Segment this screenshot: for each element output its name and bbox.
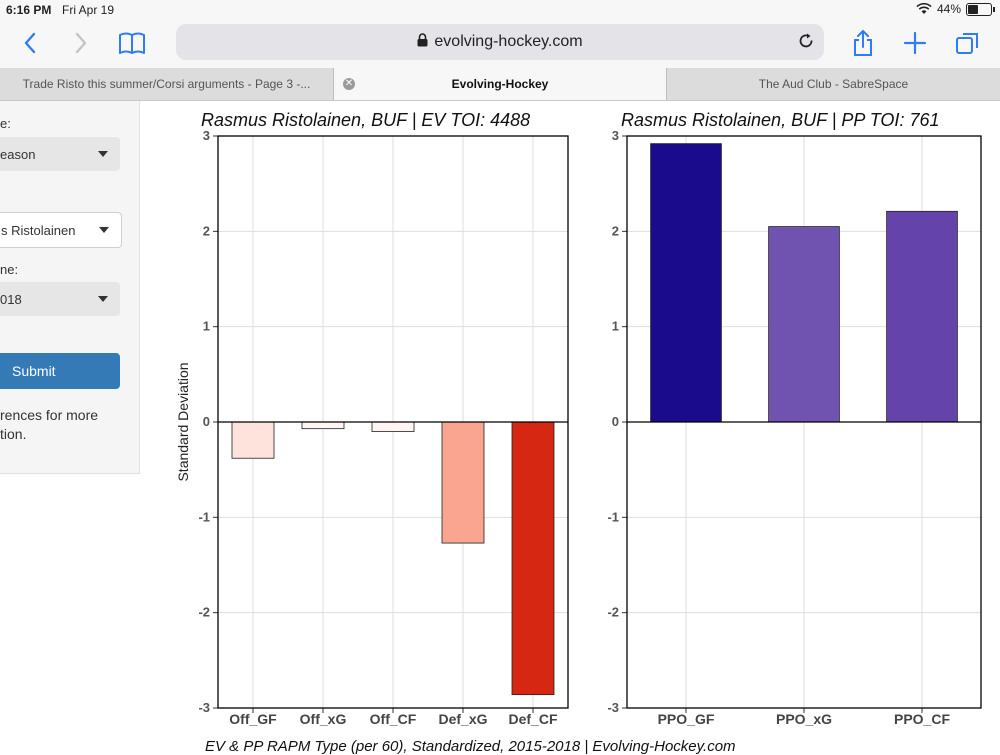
- pp-y-tick-label: 2: [612, 223, 619, 238]
- sidebar-note-line-1: rences for more: [0, 407, 99, 423]
- url-text: evolving-hockey.com: [434, 33, 583, 50]
- browser-toolbar: evolving-hockey.com: [0, 20, 1000, 68]
- chevron-right-icon: [75, 32, 87, 54]
- bookmarks-button[interactable]: [117, 28, 147, 58]
- back-button[interactable]: [15, 28, 45, 58]
- tab-label: Trade Risto this summer/Corsi arguments …: [22, 77, 311, 91]
- ev-bar-def-cf: [511, 421, 555, 696]
- plus-icon: [903, 31, 927, 55]
- ev-x-tick-label: Off_CF: [370, 711, 417, 727]
- pp-bar-ppo-gf: [650, 143, 722, 423]
- share-button[interactable]: [848, 28, 878, 58]
- ev-bar-def-xg: [441, 421, 485, 544]
- ev-bar-off-gf: [231, 421, 275, 459]
- book-icon: [119, 32, 145, 54]
- ev-x-tick-label: Off_xG: [300, 711, 347, 727]
- status-right: 44%: [916, 2, 995, 16]
- pp-y-tick-label: 3: [612, 128, 619, 143]
- sidebar-label-3: ne:: [0, 262, 19, 277]
- battery-icon: [966, 2, 995, 16]
- player-select-value: s Ristolainen: [1, 223, 76, 238]
- submit-label: Submit: [12, 363, 56, 379]
- reload-icon[interactable]: [796, 31, 816, 51]
- pp-y-tick-label: -2: [607, 605, 619, 620]
- ev-y-tick-label: -3: [198, 700, 210, 715]
- battery-percent: 44%: [936, 2, 961, 16]
- close-tab-icon[interactable]: ✕: [343, 78, 355, 90]
- new-tab-button[interactable]: [900, 28, 930, 58]
- ev-chart-title: Rasmus Ristolainen, BUF | EV TOI: 4488: [201, 110, 531, 130]
- pp-x-tick-label: PPO_xG: [776, 711, 832, 727]
- lock-icon: [417, 33, 428, 47]
- chart-footer: EV & PP RAPM Type (per 60), Standardized…: [205, 738, 736, 755]
- season-select[interactable]: eason: [0, 137, 120, 171]
- season-select-value: eason: [0, 147, 36, 162]
- chevron-down-icon: [98, 296, 108, 302]
- address-bar[interactable]: evolving-hockey.com: [176, 24, 824, 60]
- forward-button[interactable]: [66, 28, 96, 58]
- pp-x-tick-label: PPO_GF: [658, 711, 715, 727]
- tab-bar: Trade Risto this summer/Corsi arguments …: [0, 68, 1000, 101]
- status-bar: 6:16 PM Fri Apr 19 44%: [0, 0, 1000, 20]
- pp-x-tick-label: PPO_CF: [894, 711, 950, 727]
- timeframe-select-value: 018: [0, 292, 22, 307]
- submit-button[interactable]: Submit: [0, 353, 120, 389]
- tab-label: Evolving-Hockey: [451, 77, 549, 91]
- pp-plot-frame: [626, 135, 982, 709]
- ev-x-tick-label: Def_xG: [438, 711, 487, 727]
- ev-y-tick-label: 2: [203, 223, 210, 238]
- ev-bar-off-xg: [301, 421, 345, 430]
- player-select[interactable]: s Ristolainen: [0, 212, 122, 248]
- tabs-icon: [956, 33, 978, 54]
- pp-y-tick-label: 1: [612, 319, 619, 334]
- timeframe-select[interactable]: 018: [0, 282, 120, 316]
- tab-evolving-hockey[interactable]: Evolving-Hockey: [334, 68, 666, 100]
- tabs-overview-button[interactable]: [953, 28, 983, 58]
- sidebar-label-1: e:: [0, 116, 11, 131]
- tab-trade-risto[interactable]: Trade Risto this summer/Corsi arguments …: [0, 68, 333, 100]
- pp-y-tick-label: -3: [607, 700, 619, 715]
- status-date: Fri Apr 19: [62, 3, 115, 17]
- pp-bar-ppo-cf: [886, 210, 958, 423]
- ev-y-tick-label: -1: [198, 509, 210, 524]
- chevron-down-icon: [99, 227, 109, 233]
- ev-y-tick-label: 0: [203, 414, 210, 429]
- ev-plot-frame: [217, 135, 569, 709]
- ev-x-tick-label: Off_GF: [229, 711, 277, 727]
- chevron-down-icon: [98, 151, 108, 157]
- sidebar-note: rences for more tion.: [0, 406, 139, 444]
- tab-label: The Aud Club - SabreSpace: [758, 77, 909, 91]
- ev-y-tick-label: -2: [198, 605, 210, 620]
- ev-y-tick-label: 1: [203, 319, 210, 334]
- ev-bar-off-cf: [371, 421, 415, 432]
- share-icon: [854, 29, 872, 56]
- ev-x-tick-label: Def_CF: [508, 711, 557, 727]
- pp-bar-ppo-xg: [768, 226, 840, 423]
- sidebar-panel: e: eason s Ristolainen ne: 018 Submit re…: [0, 101, 140, 474]
- ev-y-tick-label: 3: [203, 128, 210, 143]
- chevron-left-icon: [24, 32, 36, 54]
- wifi-icon: [916, 3, 932, 14]
- pp-y-tick-label: -1: [607, 509, 619, 524]
- pp-y-tick-label: 0: [612, 414, 619, 429]
- y-axis-label: Standard Deviation: [175, 362, 191, 481]
- pp-chart-title: Rasmus Ristolainen, BUF | PP TOI: 761: [621, 110, 940, 130]
- sidebar-note-line-2: tion.: [0, 426, 27, 442]
- tab-aud-club[interactable]: The Aud Club - SabreSpace: [667, 68, 1000, 100]
- status-time: 6:16 PM: [6, 3, 52, 17]
